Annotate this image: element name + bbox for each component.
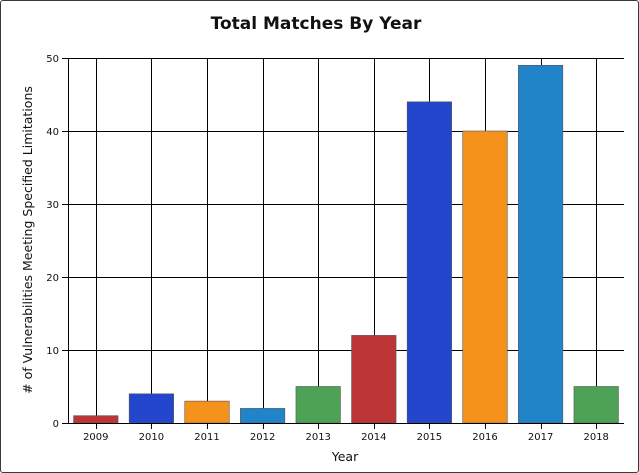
bar-2017 [518, 65, 564, 424]
y-tick-label: 30 [46, 200, 59, 211]
axes-group [62, 58, 624, 429]
x-tick-label: 2014 [361, 432, 386, 443]
chart-title: Total Matches By Year [211, 14, 422, 34]
x-tick-label: 2009 [83, 432, 108, 443]
bar-2015 [406, 101, 452, 424]
bars-group [73, 65, 619, 424]
y-tick-label: 40 [46, 127, 59, 138]
bar-2011 [184, 400, 230, 424]
y-tick-label: 20 [46, 273, 59, 284]
bar-2009 [73, 415, 119, 424]
x-tick-label: 2010 [139, 432, 164, 443]
y-tick-label: 50 [46, 54, 59, 65]
x-tick-label: 2018 [583, 432, 608, 443]
bar-2013 [295, 386, 341, 424]
x-tick-label: 2017 [528, 432, 553, 443]
bar-2018 [573, 386, 619, 424]
y-tick-label: 10 [46, 346, 59, 357]
x-tick-label: 2015 [417, 432, 442, 443]
x-tick-labels: 2009 2010 2011 2012 2013 2014 2015 2016 2017 2018 [83, 432, 609, 443]
y-tick-label: 0 [53, 419, 59, 430]
x-tick-label: 2016 [472, 432, 497, 443]
x-tick-label: 2013 [305, 432, 330, 443]
x-tick-label: 2011 [194, 432, 219, 443]
x-axis-label: Year [331, 449, 359, 464]
bar-2016 [462, 130, 508, 424]
bar-2010 [128, 393, 174, 424]
y-tick-labels: 0 10 20 30 40 50 [46, 54, 59, 430]
bar-2012 [240, 408, 286, 424]
bar-2014 [351, 335, 397, 424]
x-tick-label: 2012 [250, 432, 275, 443]
y-axis-label: # of Vulnerabilities Meeting Specified L… [20, 86, 35, 394]
